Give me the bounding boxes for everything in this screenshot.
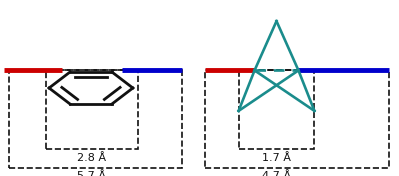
Text: 4.7 Å: 4.7 Å	[262, 171, 291, 176]
Text: 2.8 Å: 2.8 Å	[77, 153, 106, 162]
Text: 5.7 Å: 5.7 Å	[77, 171, 106, 176]
Text: 1.7 Å: 1.7 Å	[262, 153, 291, 162]
